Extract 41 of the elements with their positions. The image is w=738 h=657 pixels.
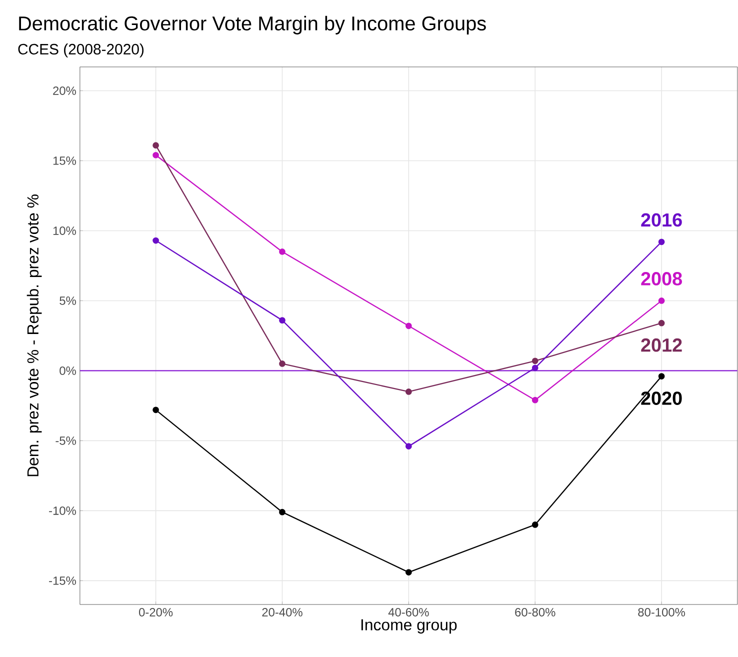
x-tick-label: 60-80% [515,608,556,616]
series-label: 2008 [641,272,682,286]
x-tick-label: 20-40% [262,608,302,616]
x-tick-label: 40-60% [388,608,429,616]
point [532,364,538,371]
y-axis-title: Dem. prez vote % - Repub. prez vote % [26,194,42,476]
point [152,152,159,158]
y-tick-label: -10% [49,506,76,515]
series-label: 2012 [641,338,682,352]
y-tick-label: 20% [53,86,76,95]
series-label: 2020 [641,391,682,405]
y-tick-label: 0% [60,366,76,375]
point [658,238,665,245]
x-tick-label: 80-100% [638,608,686,616]
series-label: 2016 [641,213,682,226]
y-tick-label: 5% [60,296,76,305]
point [279,508,286,516]
y-tick-label: 10% [53,226,76,235]
point [405,442,412,450]
point [405,388,412,395]
point [658,372,665,380]
point [405,568,412,576]
point [152,142,159,148]
point [532,396,538,404]
y-tick-label: -15% [49,576,76,585]
point [532,521,538,528]
x-tick-label: 0-20% [139,608,173,616]
point [658,297,665,304]
chart-title: Democratic Governor Vote Margin by Income Groups [19,16,486,34]
chart-subtitle: CCES (2008-2020) [18,43,144,58]
point [279,360,286,367]
y-tick-label: 15% [53,156,76,165]
point [152,406,159,413]
point [532,358,538,364]
point [405,322,412,329]
point [658,320,665,326]
point [152,237,159,244]
y-tick-label: -5% [56,436,76,445]
point [279,316,286,324]
x-axis-title: Income group [361,619,457,634]
point [279,248,286,255]
